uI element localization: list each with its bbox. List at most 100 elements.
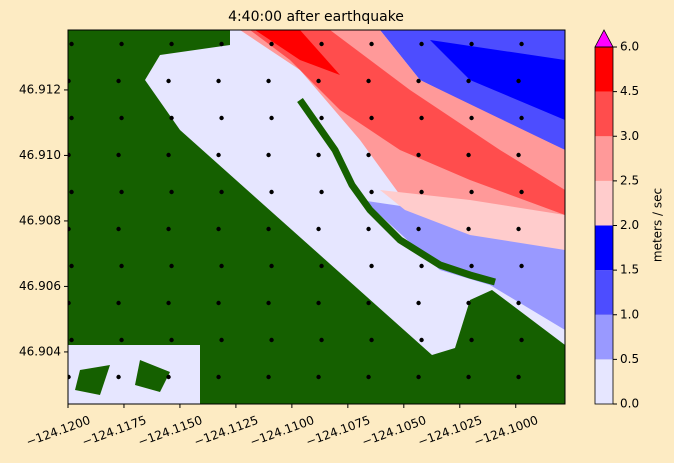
vector-dot [366, 300, 371, 306]
vector-dot [316, 226, 321, 232]
vector-dot [316, 374, 321, 380]
vector-dot [119, 115, 124, 121]
colorbar-tick-label: 2.5 [620, 173, 639, 187]
vector-dot [316, 152, 321, 158]
vector-dot [466, 152, 471, 158]
vector-dot [519, 337, 524, 343]
vector-dot [116, 152, 121, 158]
vector-dot [366, 78, 371, 84]
vector-dot [68, 300, 71, 306]
vector-dot [516, 226, 521, 232]
vector-dot [266, 300, 271, 306]
vector-dot [266, 78, 271, 84]
y-tick-label: 46.910 [19, 148, 61, 162]
vector-dot [69, 337, 74, 343]
island [135, 360, 170, 392]
vector-dot [319, 337, 324, 343]
colorbar-tick-label: 6.0 [620, 40, 639, 54]
vector-dot [119, 263, 124, 269]
vector-dot [169, 263, 174, 269]
vector-dot [216, 152, 221, 158]
colorbar-tick-label: 0.0 [620, 397, 639, 411]
vector-dot [169, 189, 174, 195]
vector-dot [366, 226, 371, 232]
spit [297, 97, 496, 286]
vector-dot [266, 374, 271, 380]
vector-dot [116, 374, 121, 380]
vector-dot [219, 115, 224, 121]
vector-dot [419, 263, 424, 269]
vector-dot [169, 41, 174, 47]
vector-dot [119, 41, 124, 47]
vector-dot [316, 78, 321, 84]
vector-dot [369, 189, 374, 195]
vector-dot [516, 152, 521, 158]
vector-dot [469, 41, 474, 47]
y-tick-label: 46.906 [19, 279, 61, 293]
vector-dot [216, 226, 221, 232]
vector-dot [319, 189, 324, 195]
vector-dot [516, 374, 521, 380]
vector-dot [416, 374, 421, 380]
vector-dot [216, 78, 221, 84]
vector-dot [366, 374, 371, 380]
vector-dot [219, 41, 224, 47]
vector-dot [69, 189, 74, 195]
blue-core [430, 40, 565, 120]
vector-dot [319, 41, 324, 47]
vector-dot [319, 263, 324, 269]
vector-dot [519, 41, 524, 47]
colorbar-segment [595, 359, 613, 404]
y-tick-label: 46.912 [19, 82, 61, 96]
vector-dot [369, 115, 374, 121]
colorbar-segment [595, 314, 613, 360]
vector-dot [516, 78, 521, 84]
vector-dot [466, 300, 471, 306]
vector-dot [68, 152, 71, 158]
vector-dot [269, 263, 274, 269]
vector-dot [169, 115, 174, 121]
vector-dot [419, 189, 424, 195]
vector-dot [69, 41, 74, 47]
colorbar-segment [595, 180, 613, 226]
vector-dot [116, 226, 121, 232]
vector-dot [416, 226, 421, 232]
vector-dot [316, 300, 321, 306]
vector-dot [266, 226, 271, 232]
vector-dot [469, 337, 474, 343]
vector-dot [116, 78, 121, 84]
vector-dot [69, 115, 74, 121]
vector-dot [119, 189, 124, 195]
vector-dot [319, 115, 324, 121]
vector-dot [369, 263, 374, 269]
axes-frame [67, 29, 566, 405]
vector-dot [269, 115, 274, 121]
chart-title: 4:40:00 after earthquake [228, 9, 404, 25]
vector-dot [166, 374, 171, 380]
vector-dot [466, 226, 471, 232]
vector-dot [219, 337, 224, 343]
vector-dot [516, 300, 521, 306]
vector-dot [68, 226, 71, 232]
red-band [250, 30, 565, 215]
vector-dot [219, 189, 224, 195]
vector-dot [419, 115, 424, 121]
colorbar-tick-label: 0.5 [620, 352, 639, 366]
vector-dot [68, 78, 71, 84]
vector-dot [469, 263, 474, 269]
vector-dot [269, 41, 274, 47]
colorbar-segment [595, 91, 613, 137]
vector-dot [69, 263, 74, 269]
colorbar-tick-label: 4.5 [620, 84, 639, 98]
vector-dot [68, 374, 71, 380]
vector-dot [166, 78, 171, 84]
vector-dot [166, 226, 171, 232]
vector-dot [219, 263, 224, 269]
y-tick-label: 46.904 [19, 344, 61, 358]
colorbar-segment [595, 270, 613, 315]
colorbar-segment [595, 47, 613, 92]
vector-dot [416, 300, 421, 306]
vector-dot [419, 41, 424, 47]
vector-dot [116, 300, 121, 306]
vector-dot [269, 189, 274, 195]
